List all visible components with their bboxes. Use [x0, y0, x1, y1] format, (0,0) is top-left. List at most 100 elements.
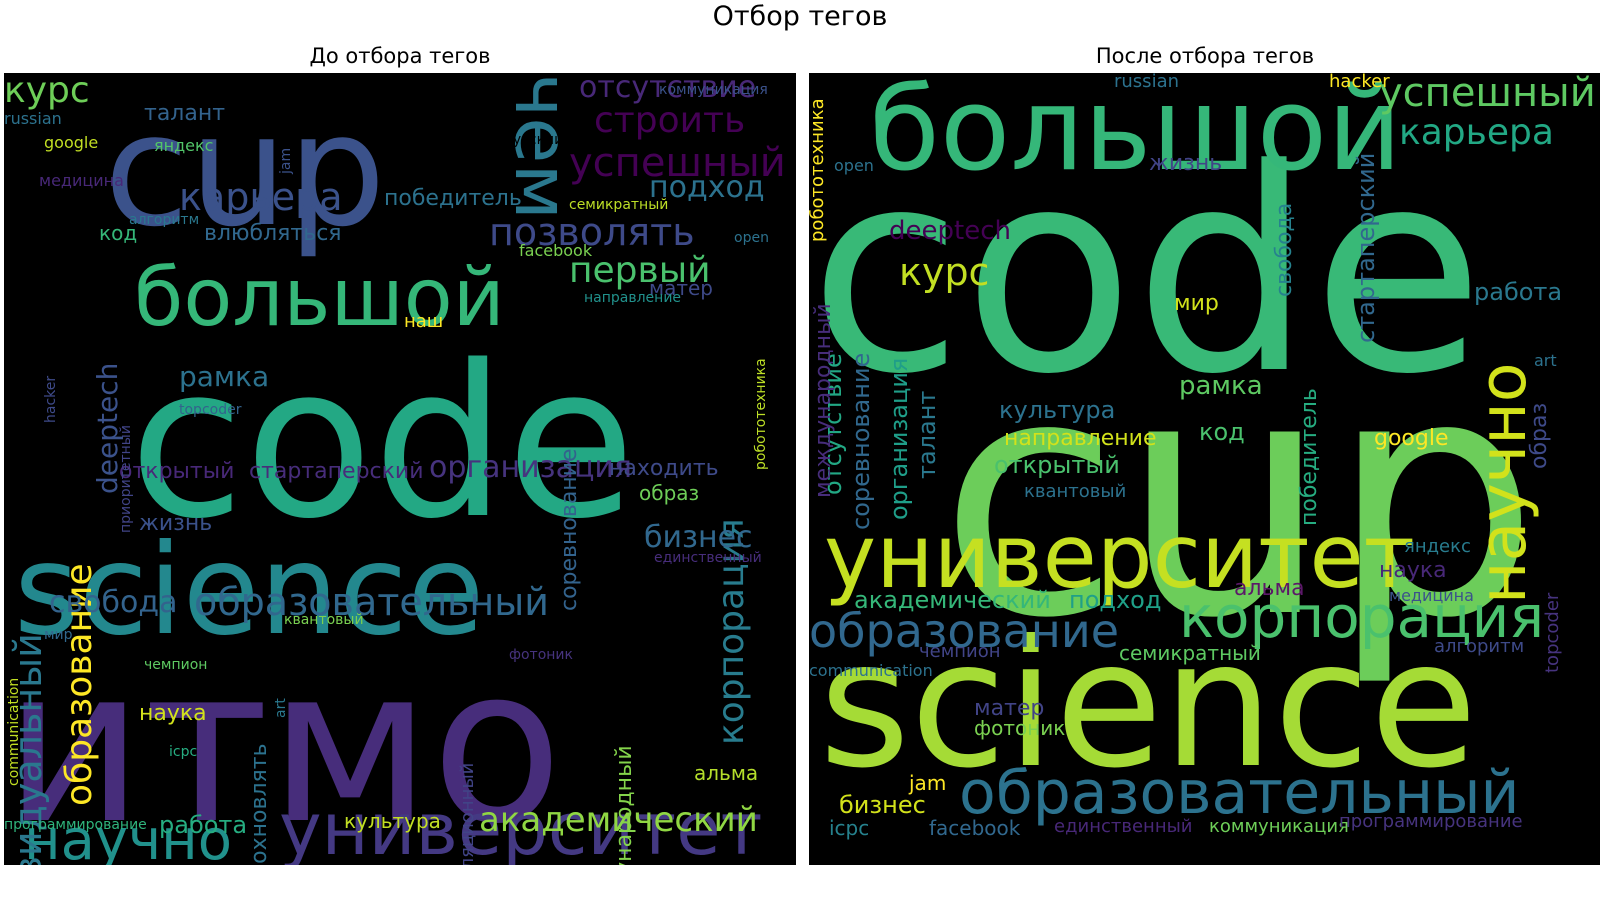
- word-before: code: [129, 320, 636, 565]
- word-before: приоритетный: [118, 425, 134, 533]
- word-before: русский: [504, 132, 564, 148]
- word-before: наш: [404, 311, 444, 332]
- word-after: facebook: [929, 816, 1021, 840]
- word-before: организация: [429, 450, 632, 485]
- word-after: russian: [1114, 73, 1180, 92]
- word-before: талант: [144, 101, 226, 126]
- word-after: семикратный: [1119, 641, 1261, 665]
- word-after: открытый: [994, 451, 1120, 479]
- word-before: строить: [594, 100, 746, 141]
- word-before: подход: [649, 170, 765, 205]
- word-before: медицина: [39, 171, 124, 190]
- subtitle-before: До отбора тегов: [309, 44, 491, 68]
- word-before: культура: [344, 809, 441, 833]
- word-before: успешный: [569, 140, 786, 186]
- word-before: яндекс: [154, 136, 214, 155]
- word-before: отсутствие: [579, 73, 757, 105]
- word-after: матер: [974, 696, 1045, 721]
- word-after: образовательный: [959, 758, 1520, 828]
- word-after: deeptech: [889, 216, 1011, 246]
- word-after: code: [809, 110, 1485, 436]
- word-after: университет: [824, 505, 1415, 608]
- word-after: фотоник: [974, 716, 1066, 740]
- word-before: соревнование: [557, 448, 582, 611]
- word-before: рамка: [179, 360, 270, 393]
- word-before: science: [14, 518, 485, 663]
- word-before: open: [734, 230, 769, 246]
- word-after: программирование: [1339, 811, 1523, 832]
- word-before: коммуникация: [659, 82, 768, 98]
- word-after: стартаперский: [1352, 152, 1380, 343]
- word-before: трансляционный: [457, 762, 478, 865]
- word-before: art: [273, 698, 289, 718]
- word-after: google: [1374, 426, 1449, 451]
- word-before: стартаперский: [249, 459, 424, 484]
- word-before: вдохновлять: [247, 743, 272, 865]
- word-after: коммуникация: [1209, 816, 1349, 837]
- word-after: направление: [1004, 426, 1157, 451]
- word-before: робототехника: [753, 358, 769, 470]
- word-after: яндекс: [1404, 536, 1471, 557]
- word-before: научно: [24, 808, 233, 866]
- word-after: академический: [854, 586, 1051, 614]
- word-after: образование: [809, 604, 1120, 658]
- word-before: альма: [694, 761, 759, 785]
- word-before: бизнес: [644, 520, 753, 555]
- word-before: квантовый: [284, 612, 364, 628]
- word-before: позволять: [489, 210, 695, 254]
- word-before: карьера: [179, 175, 343, 219]
- word-after: open: [834, 156, 874, 175]
- word-after: icpc: [829, 816, 870, 840]
- word-after: карьера: [1399, 112, 1554, 153]
- word-before: курс: [4, 73, 90, 111]
- word-after: успешный: [1379, 73, 1596, 116]
- word-before: единственный: [654, 550, 762, 566]
- word-after: science: [819, 604, 1478, 807]
- word-before: работа: [159, 811, 248, 839]
- word-before: открытый: [119, 459, 235, 484]
- word-before: чемпион: [144, 657, 208, 673]
- wordcloud-after: code cup science большой университет образова…: [809, 73, 1600, 865]
- word-before: образ: [639, 481, 700, 505]
- word-after: бизнес: [839, 791, 926, 819]
- word-before: icpc: [169, 744, 198, 760]
- word-after: подход: [1069, 586, 1162, 614]
- word-before: мир: [44, 627, 73, 643]
- word-after: topcoder: [1542, 592, 1563, 673]
- word-before: communication: [6, 677, 22, 786]
- word-after: единственный: [1054, 816, 1193, 837]
- word-before: первый: [569, 250, 711, 291]
- word-before: наука: [139, 701, 207, 726]
- word-before: свобода: [49, 585, 178, 620]
- word-before: влюбляться: [204, 221, 342, 246]
- figure-title: Отбор тегов: [712, 1, 888, 32]
- word-before: итмо: [4, 620, 563, 865]
- word-after: код: [1199, 418, 1245, 446]
- word-before: фотоник: [509, 647, 573, 663]
- word-before: победитель: [384, 186, 522, 211]
- word-after: большой: [869, 73, 1402, 197]
- word-before: большой: [134, 251, 505, 344]
- word-after: образ: [1527, 402, 1552, 469]
- word-after: корпорация: [1179, 583, 1545, 651]
- word-after: communication: [809, 661, 933, 680]
- word-after: соревнование: [847, 352, 875, 530]
- word-after: научно: [1466, 362, 1541, 604]
- word-after: победитель: [1297, 388, 1322, 526]
- word-after: работа: [1474, 278, 1563, 306]
- word-before: topcoder: [179, 402, 242, 418]
- word-before: facebook: [519, 241, 593, 260]
- word-after: свобода: [1272, 202, 1297, 297]
- word-after: алгоритм: [1434, 636, 1525, 657]
- word-after: jam: [909, 771, 947, 795]
- word-after: чемпион: [919, 641, 1001, 662]
- word-after: мир: [1174, 291, 1219, 316]
- word-before: находить: [609, 456, 719, 481]
- word-before: направление: [584, 290, 682, 306]
- word-after: наука: [1379, 558, 1447, 583]
- word-after: cup: [939, 306, 1540, 690]
- word-before: google: [44, 133, 99, 152]
- word-before: международный: [612, 745, 637, 865]
- subtitle-after: После отбора тегов: [1095, 44, 1315, 68]
- word-after: международный: [811, 303, 836, 498]
